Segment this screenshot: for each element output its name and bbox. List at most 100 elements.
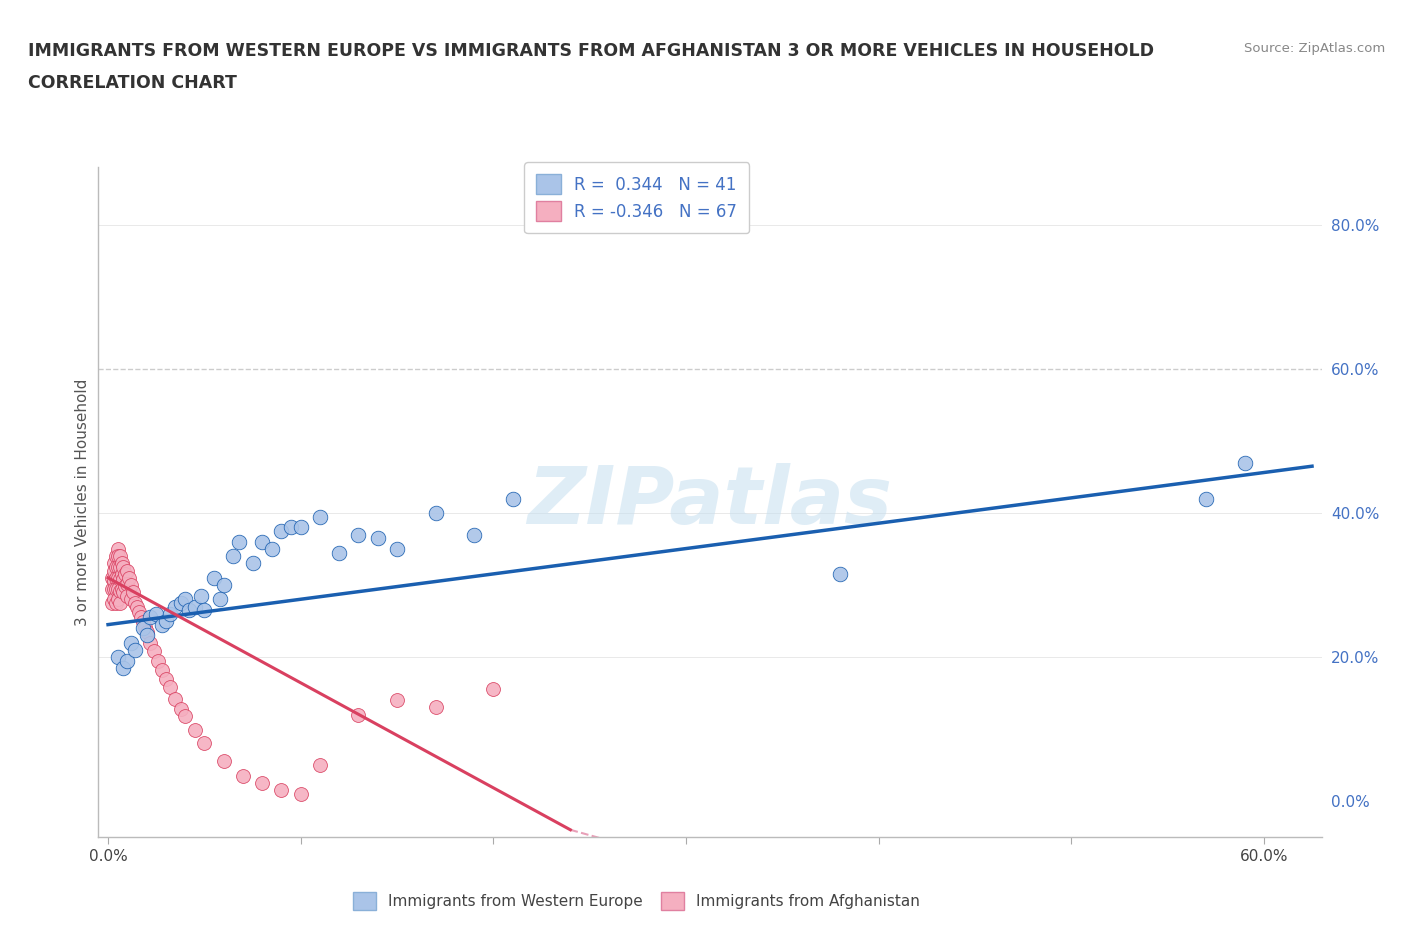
Point xyxy=(146,653,169,668)
Point xyxy=(159,680,181,695)
Point xyxy=(177,603,200,618)
Point xyxy=(129,610,152,625)
Point xyxy=(193,736,215,751)
Point xyxy=(367,531,389,546)
Point xyxy=(107,649,129,664)
Text: Source: ZipAtlas.com: Source: ZipAtlas.com xyxy=(1244,42,1385,55)
Point xyxy=(108,595,131,610)
Text: CORRELATION CHART: CORRELATION CHART xyxy=(28,74,238,92)
Point xyxy=(463,527,485,542)
Point xyxy=(135,624,157,639)
Point xyxy=(309,758,332,773)
Point xyxy=(108,583,131,598)
Point xyxy=(104,595,127,610)
Point xyxy=(112,585,135,600)
Point xyxy=(139,610,162,625)
Point xyxy=(110,556,132,571)
Point xyxy=(112,660,135,675)
Point xyxy=(260,541,283,556)
Point xyxy=(125,599,148,614)
Point xyxy=(145,606,167,621)
Point xyxy=(139,635,162,650)
Point xyxy=(828,566,851,581)
Point xyxy=(309,509,332,524)
Text: IMMIGRANTS FROM WESTERN EUROPE VS IMMIGRANTS FROM AFGHANISTAN 3 OR MORE VEHICLES: IMMIGRANTS FROM WESTERN EUROPE VS IMMIGR… xyxy=(28,42,1154,60)
Point xyxy=(107,560,129,575)
Point xyxy=(1233,455,1256,470)
Point xyxy=(101,581,124,596)
Point xyxy=(250,776,273,790)
Point xyxy=(122,585,145,600)
Point xyxy=(425,700,447,715)
Point xyxy=(103,581,125,596)
Point xyxy=(290,520,312,535)
Point xyxy=(385,693,408,708)
Point xyxy=(165,691,187,706)
Point xyxy=(101,595,124,610)
Point xyxy=(280,520,302,535)
Point xyxy=(222,549,245,564)
Point xyxy=(290,787,312,802)
Point xyxy=(174,592,197,607)
Point xyxy=(103,592,125,607)
Point xyxy=(112,572,135,587)
Point xyxy=(232,768,254,783)
Point xyxy=(425,506,447,521)
Point xyxy=(107,541,129,556)
Y-axis label: 3 or more Vehicles in Household: 3 or more Vehicles in Household xyxy=(75,379,90,626)
Legend: Immigrants from Western Europe, Immigrants from Afghanistan: Immigrants from Western Europe, Immigran… xyxy=(347,885,927,916)
Point xyxy=(502,491,524,506)
Point xyxy=(150,662,173,677)
Point xyxy=(270,783,292,798)
Point xyxy=(347,707,370,722)
Point xyxy=(103,564,125,578)
Point xyxy=(120,578,142,592)
Point xyxy=(104,581,127,596)
Point xyxy=(155,671,177,686)
Point xyxy=(101,570,124,585)
Point xyxy=(132,615,155,630)
Point xyxy=(228,535,250,550)
Point xyxy=(1195,491,1218,506)
Point xyxy=(212,578,235,592)
Point xyxy=(208,592,231,607)
Point xyxy=(347,527,370,542)
Point xyxy=(250,535,273,550)
Point xyxy=(134,619,156,634)
Point xyxy=(107,592,129,607)
Point xyxy=(190,589,212,604)
Point xyxy=(104,560,127,575)
Point xyxy=(107,570,129,585)
Point xyxy=(120,592,142,607)
Point xyxy=(104,549,127,564)
Point xyxy=(212,754,235,769)
Point xyxy=(132,620,155,635)
Point xyxy=(120,635,142,650)
Point xyxy=(242,556,264,571)
Point xyxy=(103,574,125,589)
Point xyxy=(143,644,166,658)
Point xyxy=(108,549,131,564)
Point xyxy=(107,581,129,596)
Point xyxy=(170,595,193,610)
Point xyxy=(193,603,215,618)
Point xyxy=(184,723,207,737)
Point xyxy=(118,570,141,585)
Point xyxy=(385,541,408,556)
Point xyxy=(117,589,139,604)
Point xyxy=(170,701,193,716)
Point xyxy=(159,606,181,621)
Point xyxy=(174,709,197,724)
Point xyxy=(112,560,135,575)
Point xyxy=(155,614,177,629)
Text: ZIPatlas: ZIPatlas xyxy=(527,463,893,541)
Point xyxy=(270,524,292,538)
Point xyxy=(124,643,146,658)
Point xyxy=(128,604,150,619)
Point xyxy=(107,549,129,564)
Point xyxy=(114,566,136,581)
Point xyxy=(165,599,187,614)
Point xyxy=(124,595,146,610)
Point xyxy=(108,572,131,587)
Point xyxy=(103,556,125,571)
